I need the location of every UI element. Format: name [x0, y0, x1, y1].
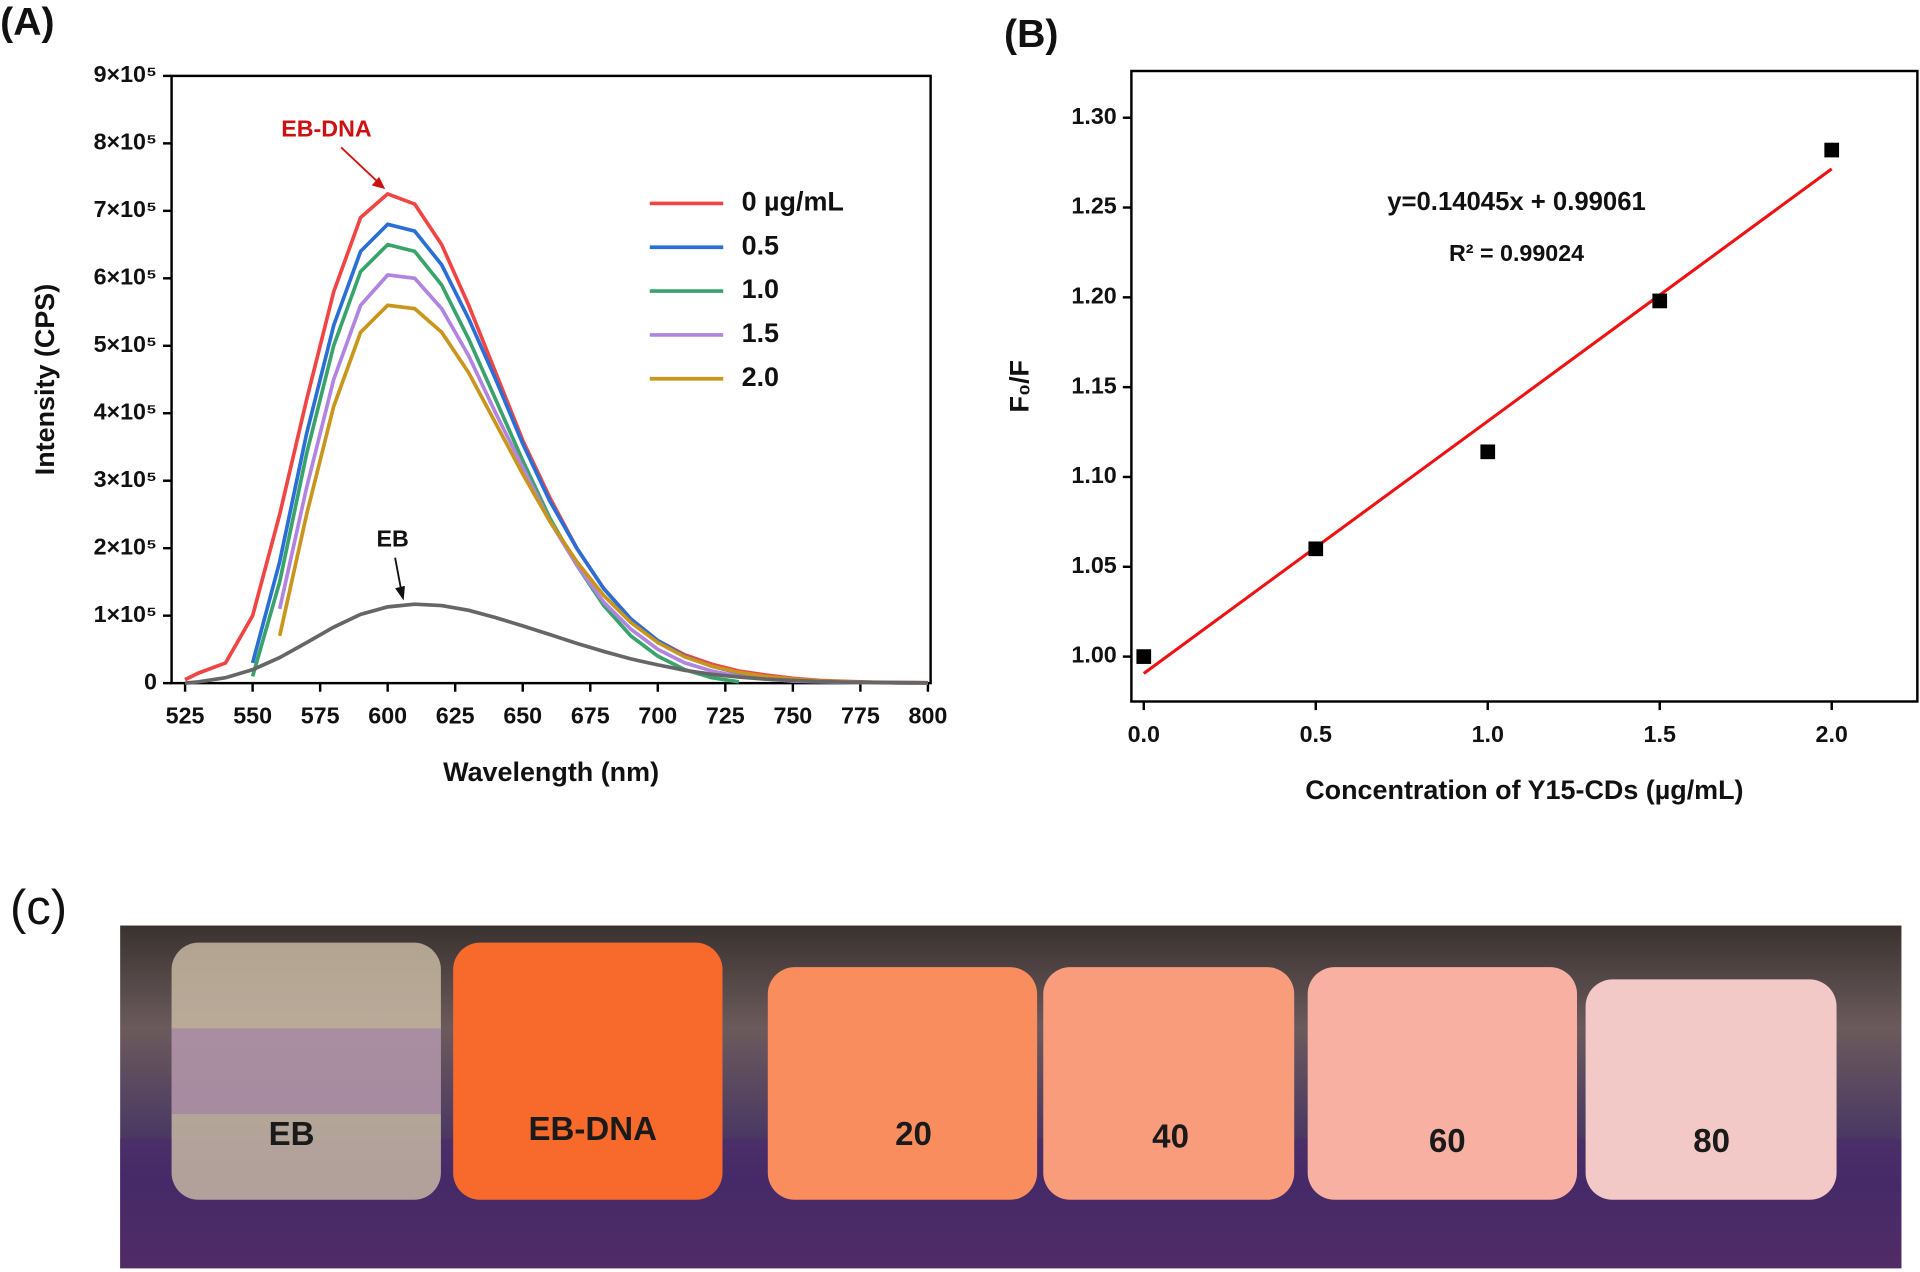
- x-tick-label: 700: [638, 703, 677, 729]
- y-axis-label: F₀/F: [1004, 360, 1034, 413]
- y-tick-label: 1×10⁵: [94, 601, 157, 627]
- x-tick-label: 0.0: [1128, 721, 1160, 747]
- y-tick-label: 1.30: [1071, 103, 1116, 129]
- series-line: [250, 242, 740, 684]
- y-tick-label: 9×10⁵: [94, 61, 157, 87]
- arrow-head: [371, 176, 386, 190]
- x-tick-label: 650: [503, 703, 542, 729]
- series-line: [277, 273, 928, 685]
- panel-label: (c): [10, 881, 67, 935]
- x-tick-label: 0.5: [1300, 721, 1332, 747]
- vial: [453, 942, 723, 1200]
- series-line: [184, 602, 928, 685]
- vial: [1585, 979, 1837, 1200]
- vial-label: 60: [1429, 1123, 1466, 1160]
- y-tick-label: 8×10⁵: [94, 129, 157, 155]
- vial-label: EB-DNA: [528, 1111, 657, 1148]
- x-tick-label: 725: [706, 703, 745, 729]
- x-tick-label: 575: [301, 703, 340, 729]
- x-axis-label: Concentration of Y15-CDs (µg/mL): [1305, 775, 1743, 805]
- series-line: [184, 191, 928, 685]
- annotation: EB: [376, 526, 408, 552]
- x-tick-label: 1.0: [1472, 721, 1504, 747]
- x-tick-label: 800: [909, 703, 948, 729]
- x-tick-label: 775: [841, 703, 880, 729]
- chart-panel: (A) 0 1×10⁵ 2×10⁵ 3×10⁵ 4×10⁵ 5×10⁵ 6×10⁵ 7×10⁵ 8…: [0, 1, 947, 787]
- legend-label: 0 µg/mL: [742, 187, 844, 217]
- vial-label: 20: [895, 1116, 932, 1153]
- y-tick-label: 1.05: [1071, 552, 1116, 578]
- plot-frame: [170, 74, 932, 685]
- x-tick-label: 525: [166, 703, 205, 729]
- y-tick-label: 4×10⁵: [94, 398, 157, 424]
- x-tick-label: 600: [368, 703, 407, 729]
- annotation-arrow: [340, 146, 384, 188]
- plot-frame: [1130, 69, 1919, 703]
- vial: [1307, 967, 1578, 1200]
- y-tick-label: 5×10⁵: [94, 331, 157, 357]
- y-tick-label: 1.10: [1071, 462, 1116, 488]
- x-tick-label: 675: [571, 703, 610, 729]
- y-tick-label: 6×10⁵: [94, 263, 157, 289]
- panel-label: (A): [0, 1, 54, 44]
- data-point: [1136, 649, 1152, 664]
- y-tick-label: 3×10⁵: [94, 466, 157, 492]
- y-tick-label: 0: [144, 668, 157, 694]
- x-tick-label: 2.0: [1816, 721, 1848, 747]
- x-tick-label: 750: [773, 703, 812, 729]
- y-tick-label: 1.25: [1071, 193, 1116, 219]
- annotation: R² = 0.99024: [1449, 240, 1584, 266]
- data-point: [1308, 541, 1324, 557]
- panel-label: (B): [1004, 13, 1058, 56]
- vial-label: EB: [269, 1116, 315, 1153]
- data-point: [1824, 142, 1840, 158]
- y-tick-label: 1.15: [1071, 372, 1116, 398]
- data-point: [1652, 293, 1668, 309]
- data-point: [1480, 444, 1496, 460]
- vial: [1043, 967, 1295, 1200]
- x-tick-label: 625: [436, 703, 475, 729]
- y-tick-label: 1.20: [1071, 282, 1116, 308]
- photo-panel: [120, 925, 1902, 1269]
- x-tick-label: 550: [233, 703, 272, 729]
- y-tick-label: 7×10⁵: [94, 196, 157, 222]
- annotation: EB-DNA: [281, 115, 372, 141]
- y-tick-label: 2×10⁵: [94, 533, 157, 559]
- arrow-head: [395, 585, 405, 601]
- chart-panel: (B) 1.00 1.05 1.10 1.15 1.20 1.25 1.30 0.0 0.5 1.0…: [1004, 13, 1919, 805]
- legend-label: 0.5: [742, 230, 779, 260]
- vial: [767, 967, 1038, 1200]
- legend-label: 2.0: [742, 362, 779, 392]
- vial-label: 80: [1693, 1123, 1730, 1160]
- legend-label: 1.0: [742, 274, 779, 304]
- fit-line: [1142, 167, 1833, 675]
- vial-glow: [171, 1028, 441, 1115]
- x-tick-label: 1.5: [1644, 721, 1676, 747]
- legend-label: 1.5: [742, 318, 779, 348]
- annotation: y=0.14045x + 0.99061: [1387, 188, 1646, 216]
- y-axis-label: Intensity (CPS): [30, 284, 60, 475]
- x-axis-label: Wavelength (nm): [443, 757, 659, 787]
- vial-label: 40: [1152, 1118, 1189, 1155]
- y-tick-label: 1.00: [1071, 642, 1116, 668]
- series-line: [277, 303, 928, 685]
